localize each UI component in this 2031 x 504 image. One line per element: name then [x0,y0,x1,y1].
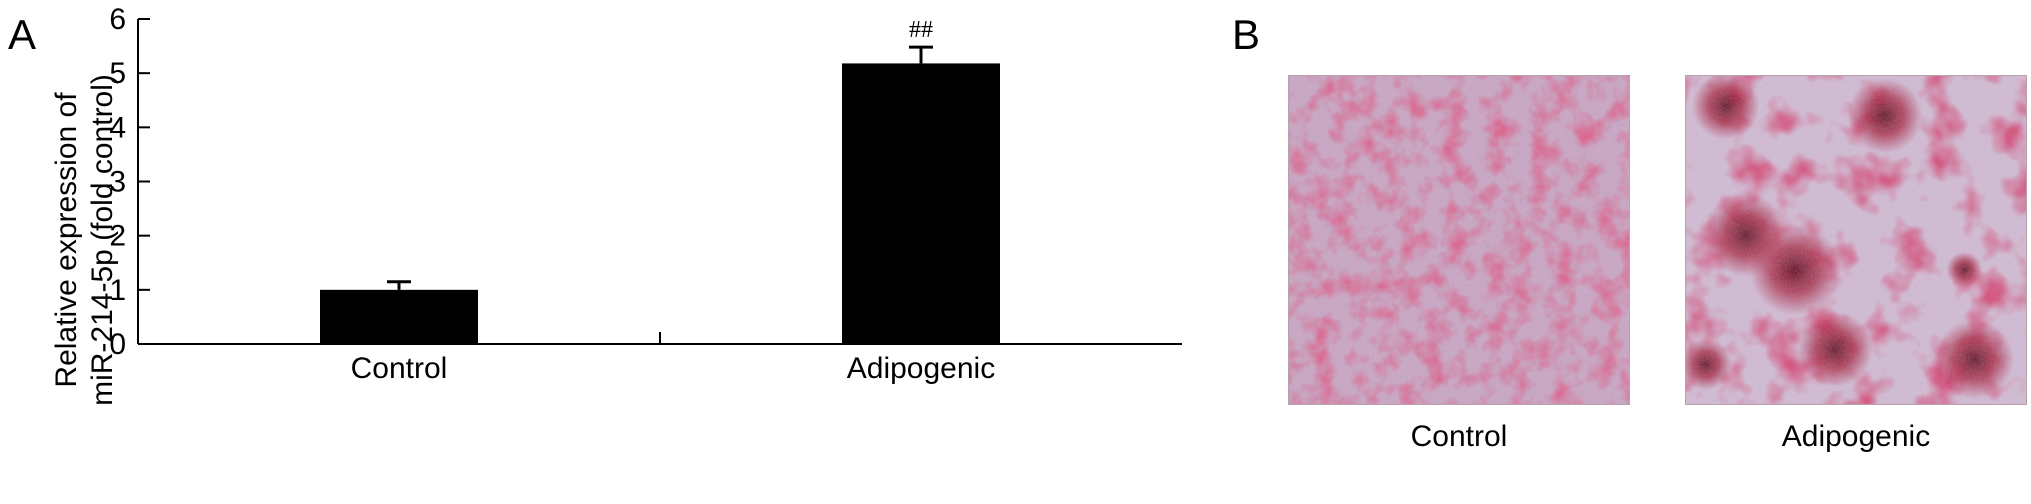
x-tick-label-control: Control [351,352,448,385]
x-tick-label-adipogenic: Adipogenic [847,352,995,385]
y-axis: 0 1 2 3 4 5 6 [109,3,150,361]
y-tick-label-4: 4 [109,111,126,144]
control-image-caption: Control [1410,420,1508,453]
y-axis-label-line2: miR-214-5p (fold control) [86,74,119,406]
significance-annotation: ## [909,17,933,43]
panel-label-a: A [8,11,37,58]
bar-control [320,289,478,344]
y-tick-label-1: 1 [109,274,126,307]
panel-label-b: B [1232,11,1261,58]
y-tick-label-0: 0 [109,328,126,361]
y-tick-label-3: 3 [109,166,126,199]
y-axis-label-line1: Relative expression of [50,92,83,388]
bar-adipogenic [842,63,1000,345]
y-tick-label-2: 2 [109,220,126,253]
y-tick-label-5: 5 [109,57,126,90]
x-axis: Control Adipogenic [138,332,1182,385]
control-stain-image [1288,75,1630,405]
bars: ## [320,17,1000,345]
adipogenic-image-caption: Adipogenic [1781,420,1931,453]
adipogenic-stain-image [1685,75,2027,405]
bar-chart: 0 1 2 3 4 5 6 Control Adipogenic ## Relative ex… [50,3,1182,406]
y-tick-label-6: 6 [109,3,126,36]
